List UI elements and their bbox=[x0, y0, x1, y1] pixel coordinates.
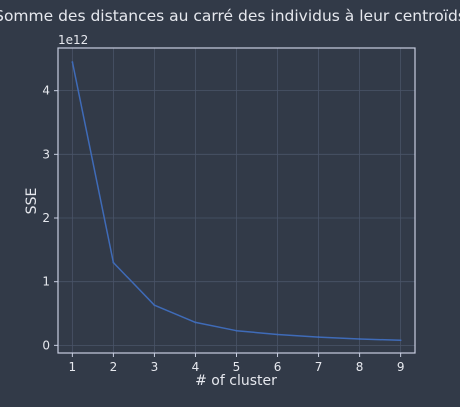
x-tick-label: 9 bbox=[397, 360, 405, 374]
x-tick-label: 6 bbox=[274, 360, 282, 374]
x-tick-label: 5 bbox=[233, 360, 241, 374]
x-axis-label: # of cluster bbox=[195, 373, 277, 389]
series-layer bbox=[71, 61, 402, 342]
x-tick-label: 4 bbox=[192, 360, 200, 374]
data-point bbox=[358, 338, 361, 340]
data-point bbox=[153, 304, 156, 307]
data-point bbox=[71, 61, 74, 63]
x-tick-label: 7 bbox=[315, 360, 323, 374]
data-point bbox=[317, 336, 320, 338]
y-tick-label: 4 bbox=[42, 84, 50, 98]
data-point bbox=[194, 321, 197, 324]
y-axis-offset-label: 1e12 bbox=[58, 33, 88, 47]
y-axis-label: SSE bbox=[24, 188, 40, 215]
x-tick-label: 1 bbox=[69, 360, 77, 374]
x-tick-label: 8 bbox=[356, 360, 364, 374]
data-point bbox=[112, 261, 115, 264]
data-point bbox=[235, 329, 238, 332]
x-tick-label: 3 bbox=[151, 360, 159, 374]
x-tick-label: 2 bbox=[110, 360, 118, 374]
grid-lines bbox=[58, 48, 415, 353]
y-tick-label: 1 bbox=[42, 275, 50, 289]
y-ticks: 0 1 2 3 4 bbox=[42, 84, 58, 352]
y-tick-label: 0 bbox=[42, 338, 50, 352]
y-tick-label: 3 bbox=[42, 147, 50, 161]
chart-title: Somme des distances au carré des individ… bbox=[0, 7, 460, 25]
x-ticks: 1 2 3 4 5 6 7 8 9 bbox=[69, 353, 405, 374]
data-point bbox=[276, 333, 279, 336]
y-tick-label: 2 bbox=[42, 211, 50, 225]
data-point bbox=[399, 339, 402, 342]
